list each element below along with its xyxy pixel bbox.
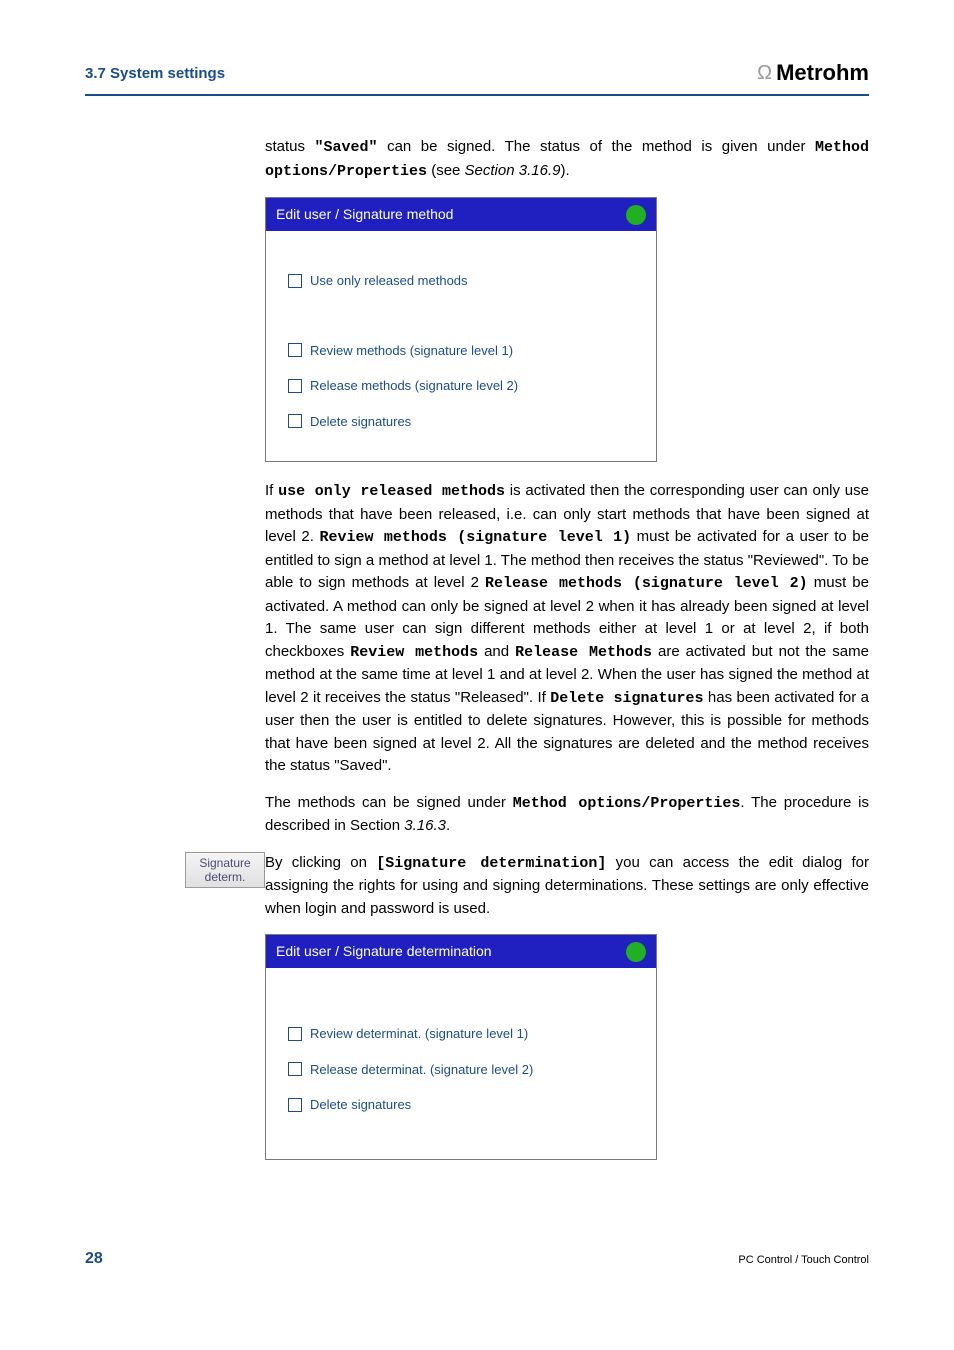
- checkbox-label: Use only released methods: [310, 271, 468, 291]
- checkbox-row-release-determ[interactable]: Release determinat. (signature level 2): [288, 1060, 636, 1080]
- checkbox-icon[interactable]: [288, 1027, 302, 1041]
- dialog-signature-method: Edit user / Signature method Use only re…: [265, 197, 657, 462]
- checkbox-row-release-methods[interactable]: Release methods (signature level 2): [288, 376, 636, 396]
- checkbox-icon[interactable]: [288, 379, 302, 393]
- help-icon[interactable]: [626, 942, 646, 962]
- signature-determ-button[interactable]: Signature determ.: [185, 852, 265, 889]
- page-number: 28: [85, 1250, 103, 1268]
- help-icon[interactable]: [626, 205, 646, 225]
- footer-product: PC Control / Touch Control: [738, 1254, 869, 1266]
- paragraph-sigdet: By clicking on [Signature determination]…: [265, 852, 869, 921]
- metrohm-icon: Ω: [757, 62, 772, 85]
- checkbox-icon[interactable]: [288, 274, 302, 288]
- brand-logo: Ω Metrohm: [757, 60, 869, 86]
- checkbox-icon[interactable]: [288, 414, 302, 428]
- checkbox-icon[interactable]: [288, 343, 302, 357]
- header-rule: [85, 94, 869, 96]
- checkbox-icon[interactable]: [288, 1098, 302, 1112]
- dialog-title-text: Edit user / Signature method: [276, 204, 453, 225]
- checkbox-row-delete-signatures[interactable]: Delete signatures: [288, 412, 636, 432]
- paragraph-signed-under: The methods can be signed under Method o…: [265, 792, 869, 838]
- dialog-titlebar: Edit user / Signature determination: [266, 935, 656, 968]
- checkbox-row-review-methods[interactable]: Review methods (signature level 1): [288, 341, 636, 361]
- checkbox-icon[interactable]: [288, 1062, 302, 1076]
- checkbox-row-delete-signatures-2[interactable]: Delete signatures: [288, 1095, 636, 1115]
- dialog-titlebar: Edit user / Signature method: [266, 198, 656, 231]
- brand-text: Metrohm: [776, 60, 869, 86]
- checkbox-label: Review determinat. (signature level 1): [310, 1024, 528, 1044]
- checkbox-label: Delete signatures: [310, 412, 411, 432]
- checkbox-row-use-released[interactable]: Use only released methods: [288, 271, 636, 291]
- checkbox-label: Review methods (signature level 1): [310, 341, 513, 361]
- checkbox-label: Delete signatures: [310, 1095, 411, 1115]
- checkbox-row-review-determ[interactable]: Review determinat. (signature level 1): [288, 1024, 636, 1044]
- checkbox-label: Release methods (signature level 2): [310, 376, 518, 396]
- checkbox-label: Release determinat. (signature level 2): [310, 1060, 533, 1080]
- dialog-title-text: Edit user / Signature determination: [276, 941, 492, 962]
- dialog-signature-determination: Edit user / Signature determination Revi…: [265, 934, 657, 1160]
- paragraph-status: status "Saved" can be signed. The status…: [265, 136, 869, 183]
- paragraph-main: If use only released methods is activate…: [265, 480, 869, 778]
- section-header: 3.7 System settings: [85, 65, 225, 82]
